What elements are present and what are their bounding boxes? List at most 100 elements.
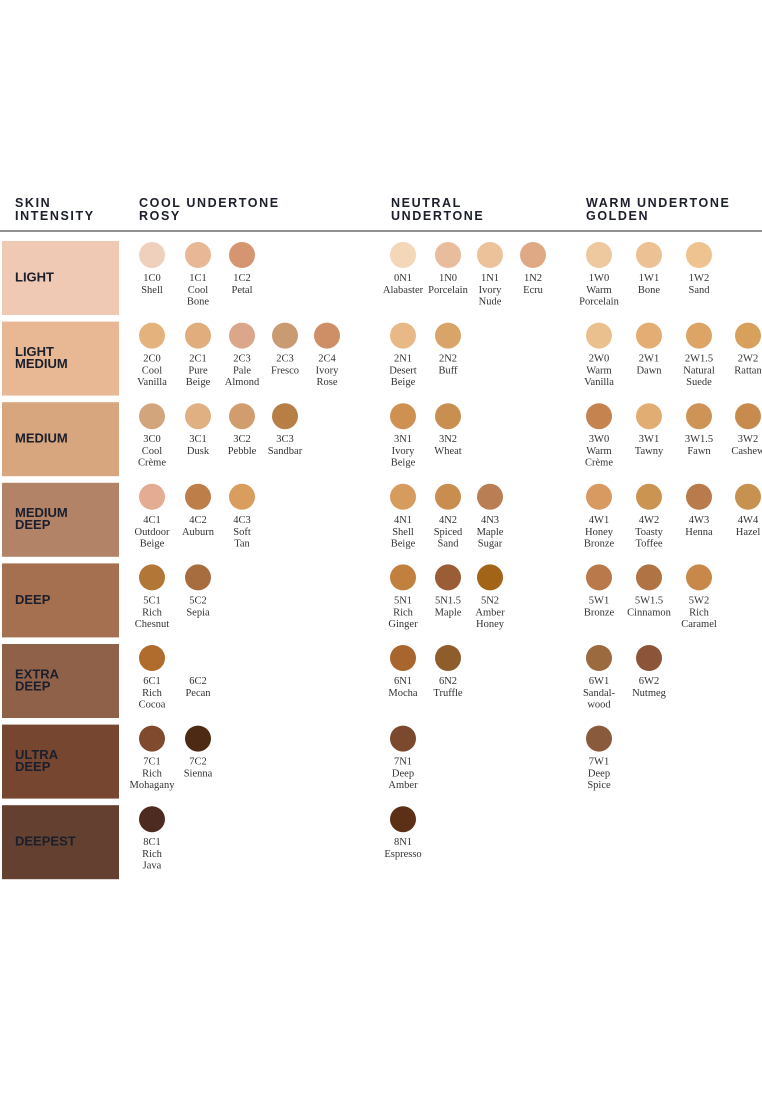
swatch bbox=[686, 242, 712, 268]
shade-code: 3W1.5 bbox=[685, 434, 713, 445]
shade-code: 3C2 bbox=[233, 434, 251, 445]
swatch bbox=[686, 322, 712, 349]
column-header: INTENSITY bbox=[15, 209, 95, 223]
shade-name: Ivory bbox=[479, 285, 502, 296]
shade-name: Amber bbox=[475, 607, 505, 618]
swatch bbox=[477, 483, 503, 510]
shade-name: Nutmeg bbox=[632, 688, 667, 699]
shade-name: Sand bbox=[689, 285, 711, 296]
swatch bbox=[636, 322, 662, 349]
swatch bbox=[435, 483, 461, 510]
shade-code: 4W3 bbox=[689, 515, 709, 526]
swatch bbox=[272, 322, 298, 349]
shade-name: Pure bbox=[188, 366, 208, 377]
shade-name: Rich bbox=[142, 607, 163, 618]
column-header: GOLDEN bbox=[586, 209, 649, 223]
shade-code: 4W2 bbox=[639, 515, 659, 526]
shade-code: 2C1 bbox=[189, 354, 207, 365]
shade-name: Toasty bbox=[635, 527, 664, 538]
swatch bbox=[586, 242, 612, 268]
shade-code: 3W0 bbox=[589, 434, 609, 445]
swatch bbox=[735, 483, 761, 510]
swatch bbox=[139, 483, 165, 510]
column-header: ROSY bbox=[139, 209, 181, 223]
shade-name: Java bbox=[143, 861, 162, 872]
shade-name: Desert bbox=[389, 366, 416, 377]
swatch bbox=[390, 645, 416, 671]
swatch bbox=[139, 322, 165, 349]
shade-name: Wheat bbox=[434, 446, 461, 457]
shade-code: 6C2 bbox=[189, 676, 207, 687]
swatch bbox=[390, 483, 416, 510]
shade-name: Rose bbox=[317, 377, 338, 388]
swatch bbox=[185, 725, 211, 752]
swatch bbox=[435, 403, 461, 430]
shade-code: 3C3 bbox=[276, 434, 294, 445]
shade-name: Almond bbox=[225, 377, 260, 388]
shade-code: 1N2 bbox=[524, 273, 542, 284]
shade-name: Spice bbox=[587, 780, 611, 791]
shade-name: Tan bbox=[234, 538, 250, 549]
shade-code: 3N2 bbox=[439, 434, 457, 445]
shade-name: Deep bbox=[392, 769, 414, 780]
shade-name: Bronze bbox=[584, 538, 615, 549]
shade-code: 1W2 bbox=[689, 273, 709, 284]
shade-name: Beige bbox=[140, 538, 165, 549]
shade-name: Sugar bbox=[478, 538, 503, 549]
shade-name: Cool bbox=[142, 446, 163, 457]
row-band bbox=[2, 321, 119, 396]
shade-code: 2C4 bbox=[318, 354, 336, 365]
swatch bbox=[229, 483, 255, 510]
row-band bbox=[2, 482, 119, 557]
shade-code: 2C3 bbox=[233, 354, 251, 365]
shade-name: Beige bbox=[391, 458, 416, 469]
swatch bbox=[390, 564, 416, 591]
shade-code: 3C1 bbox=[189, 434, 207, 445]
shade-name: Truffle bbox=[433, 688, 463, 699]
shade-name: Crème bbox=[138, 458, 166, 469]
shade-name: Porcelain bbox=[428, 285, 468, 296]
shade-name: Pecan bbox=[185, 688, 211, 699]
shade-name: Amber bbox=[388, 780, 418, 791]
shade-name: Ivory bbox=[316, 366, 339, 377]
shade-code: 7C1 bbox=[143, 757, 161, 768]
shade-name: Suede bbox=[686, 377, 712, 388]
shade-name: Spiced bbox=[434, 527, 463, 538]
shade-name: Rattan bbox=[734, 366, 762, 377]
row-label: DEEP bbox=[15, 678, 51, 693]
shade-name: Buff bbox=[438, 366, 458, 377]
swatch bbox=[139, 806, 165, 833]
shade-code: 7C2 bbox=[189, 757, 207, 768]
shade-name: Crème bbox=[585, 458, 613, 469]
row-label: ULTRA bbox=[15, 747, 59, 762]
shade-code: 7N1 bbox=[394, 757, 412, 768]
shade-code: 3C0 bbox=[143, 434, 161, 445]
swatch bbox=[185, 322, 211, 349]
shade-name: Honey bbox=[476, 619, 505, 630]
shade-name: Beige bbox=[186, 377, 211, 388]
swatch bbox=[586, 645, 612, 671]
shade-code: 2W2 bbox=[738, 354, 758, 365]
shade-code: 2N2 bbox=[439, 354, 457, 365]
shade-code: 6C1 bbox=[143, 676, 161, 687]
shade-code: 8C1 bbox=[143, 837, 161, 848]
swatch bbox=[229, 242, 255, 268]
shade-code: 6W2 bbox=[639, 676, 659, 687]
shade-code: 4C2 bbox=[189, 515, 207, 526]
shade-name: Fresco bbox=[271, 366, 299, 377]
shade-code: 5N2 bbox=[481, 595, 499, 606]
swatch bbox=[390, 725, 416, 752]
swatch bbox=[139, 564, 165, 591]
shade-code: 1C1 bbox=[189, 273, 207, 284]
row-label: EXTRA bbox=[15, 666, 60, 681]
shade-name: Shell bbox=[392, 527, 414, 538]
shade-code: 4N1 bbox=[394, 515, 412, 526]
shade-name: Mohagany bbox=[130, 780, 176, 791]
shade-code: 2W1.5 bbox=[685, 354, 713, 365]
row-label: DEEPEST bbox=[15, 834, 76, 849]
shade-name: Toffee bbox=[635, 538, 662, 549]
swatch bbox=[636, 564, 662, 591]
shade-name: Auburn bbox=[182, 527, 215, 538]
shade-code: 6N2 bbox=[439, 676, 457, 687]
